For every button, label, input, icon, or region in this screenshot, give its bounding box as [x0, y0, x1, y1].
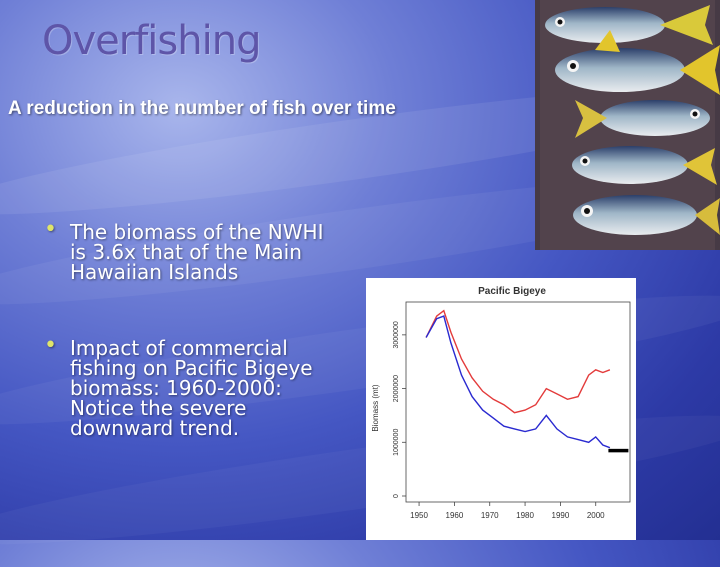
bullet-dot-icon: • — [44, 217, 57, 242]
x-tick-label: 1990 — [552, 511, 570, 520]
x-tick-label: 1970 — [481, 511, 499, 520]
bullet-text: The biomass of the NWHI is 3.6x that of … — [70, 220, 324, 284]
y-tick-label: 1000000 — [393, 429, 400, 456]
bullet-item: • The biomass of the NWHI is 3.6x that o… — [44, 217, 344, 284]
slide-subtitle: A reduction in the number of fish over t… — [8, 98, 396, 119]
y-tick-label: 2000000 — [393, 375, 400, 402]
chart-title: Pacific Bigeye — [478, 286, 546, 297]
x-tick-label: 1980 — [516, 511, 534, 520]
x-tick-label: 2000 — [587, 511, 605, 520]
y-axis-label: Biomass (mt) — [371, 384, 380, 431]
bullet-text: Impact of commercial fishing on Pacific … — [70, 336, 313, 440]
bullet-dot-icon: • — [44, 333, 57, 358]
series-line-red — [425, 309, 611, 414]
plot-frame — [405, 301, 631, 503]
series-line-blue — [425, 315, 611, 449]
x-tick-label: 1960 — [446, 511, 464, 520]
end-marker — [608, 448, 629, 453]
fish-painting-image — [535, 0, 720, 250]
y-tick-label: 0 — [393, 494, 400, 498]
bullet-item: • Impact of commercial fishing on Pacifi… — [44, 333, 344, 440]
chart-svg: Pacific Bigeye Biomass (mt) 0 1000000 2000… — [371, 286, 631, 520]
tuna-fish-illustration — [535, 0, 720, 250]
slide-title: Overfishing — [42, 18, 261, 64]
bigeye-biomass-chart: Pacific Bigeye Biomass (mt) 0 1000000 2000… — [366, 278, 636, 540]
x-tick-label: 1950 — [410, 511, 428, 520]
y-tick-label: 3000000 — [393, 321, 400, 348]
